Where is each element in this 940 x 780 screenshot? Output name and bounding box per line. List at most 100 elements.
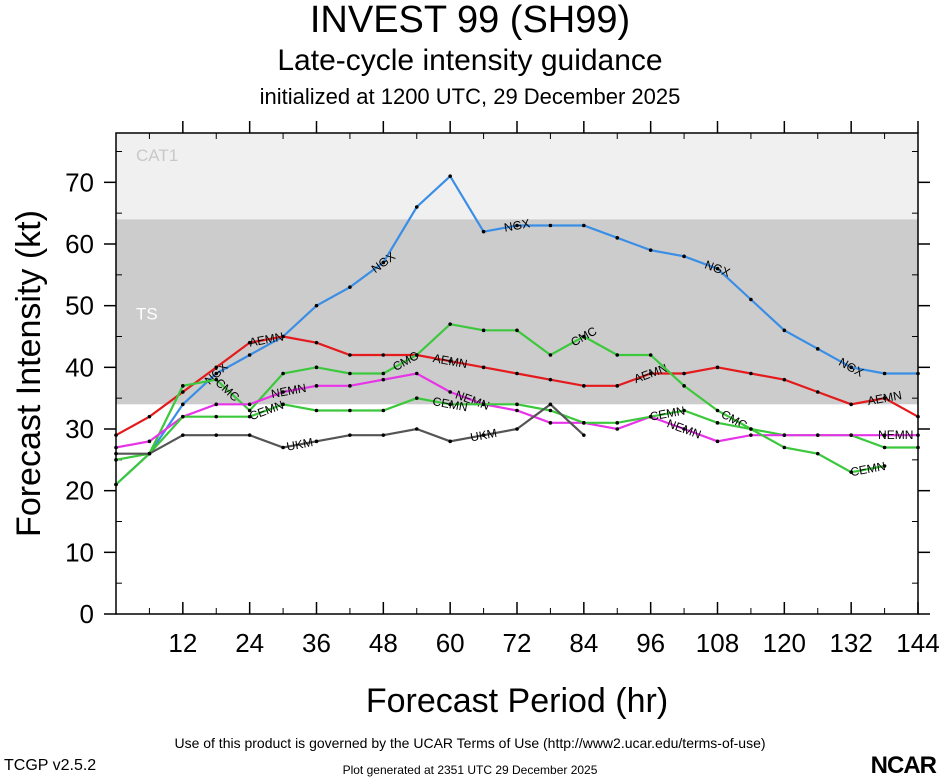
data-point [147,439,152,444]
data-point [314,408,319,413]
data-point [247,433,252,437]
data-point [414,427,419,431]
band-label-ts: TS [136,304,158,323]
data-point [849,365,853,370]
data-point [849,470,853,474]
series-label-aemn: AEMN [866,388,903,408]
data-point [281,445,285,450]
data-point [515,328,519,333]
series-label-ukm: UKM [285,435,314,454]
data-point [247,353,252,357]
data-point [481,433,486,437]
data-point [414,353,419,357]
chart-subtitle: Late-cycle intensity guidance [277,44,663,77]
y-tick-label: 60 [65,229,94,259]
data-point [281,402,285,407]
minor-ticks [116,133,918,614]
data-point [348,371,352,376]
data-point [348,433,352,437]
data-point [181,414,185,419]
data-point [147,414,152,419]
data-point [749,371,753,376]
data-point [314,384,319,388]
data-point [548,402,553,407]
data-point [815,390,820,394]
data-point [715,266,720,271]
data-point [582,433,586,437]
x-tick-label: 60 [436,628,465,658]
data-point [882,396,887,400]
data-point [749,433,753,437]
data-point [615,236,620,240]
data-point [582,421,586,425]
data-point [281,390,285,394]
data-point [615,427,620,431]
series-line-cemn [115,397,885,486]
data-point [682,371,686,376]
axis-ticks: 12 24 36 48 60 72 84 96 108 120 132 144 0 10 20 30 40 50 6… [65,121,940,658]
x-tick-label: 108 [696,628,739,658]
data-point [448,322,452,326]
y-tick-label: 0 [80,599,94,629]
data-point [214,433,219,437]
data-point [381,377,386,382]
data-point [782,433,787,437]
data-point [715,439,720,444]
band-ts [116,219,918,405]
x-tick-label: 132 [829,628,872,658]
series-label-ukm: UKM [469,426,498,445]
data-point [815,347,820,351]
data-point [548,377,553,382]
data-point [715,365,720,370]
data-point [481,365,486,370]
generated-timestamp: Plot generated at 2351 UTC 29 December 2… [342,763,598,777]
data-point [682,254,686,259]
data-point [682,408,686,413]
chart-title: INVEST 99 (SH99) [309,0,631,41]
data-point [548,353,553,357]
series-ukm: UKM UKM [114,402,586,456]
intensity-bands: CAT1 TS [116,133,918,614]
data-point [314,303,319,308]
terms-of-use-text: Use of this product is governed by the U… [174,735,766,751]
data-point [782,328,787,333]
data-point [715,408,720,413]
y-tick-label: 40 [65,352,94,382]
data-point [448,439,452,444]
data-point [548,421,553,425]
data-point [481,328,486,333]
x-tick-label: 84 [569,628,598,658]
data-point [181,433,185,437]
data-point [782,445,787,450]
data-point [247,408,252,413]
series-label-aemn: AEMN [432,351,469,371]
data-point [615,353,620,357]
x-axis-label: Forecast Period (hr) [366,682,668,720]
y-tick-label: 20 [65,476,94,506]
data-point [381,433,386,437]
data-point [181,390,185,394]
data-point [648,414,653,419]
data-point [448,402,452,407]
data-point [648,248,653,252]
data-point [715,421,720,425]
data-point [348,384,352,388]
series-label-aemn: AEMN [248,330,285,350]
data-point [615,384,620,388]
data-point [515,402,519,407]
data-point [414,205,419,209]
data-point [281,334,285,339]
data-point [682,384,686,388]
x-tick-label: 120 [763,628,806,658]
data-point [214,365,219,370]
data-point [515,427,519,431]
data-point [782,377,787,382]
data-point [147,451,152,456]
data-point [214,402,219,407]
data-point [348,285,352,289]
data-point [381,353,386,357]
series-label-cemn: CEMN [432,394,469,414]
data-point [381,260,386,265]
